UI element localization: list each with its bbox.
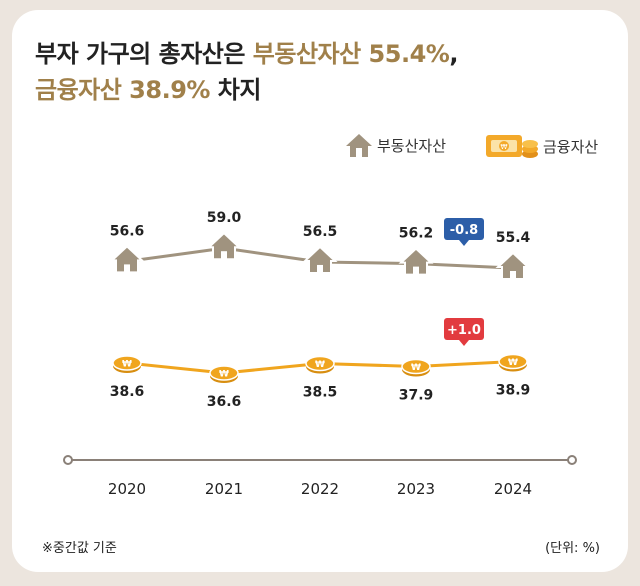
- house-icon: [346, 134, 372, 157]
- title-highlight-financial: 금융자산 38.9%: [35, 76, 210, 104]
- footnote: ※중간값 기준: [42, 541, 117, 556]
- coin-symbol: ₩: [508, 358, 518, 368]
- legend-financial-label: 금융자산: [543, 137, 599, 156]
- change-badge-financial-text: +1.0: [447, 323, 481, 338]
- coin-marker: [498, 353, 528, 370]
- coin-symbol: ₩: [315, 360, 325, 370]
- house-marker-door: [510, 271, 516, 279]
- title-comma: ,: [449, 40, 458, 68]
- change-badge-real-estate-box: [444, 218, 484, 240]
- legend-real-estate-label: 부동산자산: [377, 136, 447, 155]
- money-icon: ₩: [486, 135, 538, 158]
- change-badge-financial-pointer: [459, 340, 469, 346]
- financial-value-label: 38.9: [496, 383, 531, 399]
- financial-value-label: 36.6: [207, 394, 242, 410]
- legend-real-estate: 부동산자산: [345, 132, 446, 158]
- change-badge-real-estate-text: -0.8: [450, 223, 478, 238]
- coin-symbol: ₩: [411, 363, 421, 373]
- x-axis-end-dot: [567, 455, 577, 465]
- x-tick-label: 2020: [108, 480, 146, 498]
- financial-value-label: 38.6: [110, 384, 145, 400]
- title-prefix: 부자 가구의 총자산은: [35, 40, 253, 68]
- financial-value-label: 38.5: [303, 385, 338, 401]
- x-tick-label: 2023: [397, 480, 435, 498]
- x-tick-label: 2024: [494, 480, 532, 498]
- svg-text:₩: ₩: [501, 143, 508, 151]
- house-marker-door: [317, 264, 323, 273]
- change-badge-real-estate-pointer: [459, 240, 469, 246]
- x-axis-start-dot: [63, 455, 73, 465]
- title-suffix: 차지: [209, 76, 262, 104]
- coin-marker: [401, 358, 431, 375]
- real-estate-value-label: 59.0: [207, 210, 242, 226]
- real-estate-value-label: 56.5: [303, 224, 338, 240]
- house-marker-door: [221, 251, 227, 260]
- x-tick-label: 2021: [205, 480, 243, 498]
- x-tick-label: 2022: [301, 480, 339, 498]
- house-marker-door: [124, 264, 130, 273]
- title-highlight-real-estate: 부동산자산 55.4%: [252, 40, 450, 68]
- legend-financial: ₩ 금융자산: [485, 132, 598, 160]
- infographic-card: [12, 10, 628, 572]
- coin-symbol: ₩: [219, 370, 229, 380]
- real-estate-value-label: 56.2: [399, 226, 434, 242]
- coin-marker: [209, 365, 239, 381]
- financial-value-label: 37.9: [399, 388, 434, 404]
- real-estate-value-label: 56.6: [110, 223, 145, 239]
- coin-marker: [305, 355, 335, 372]
- house-marker-door: [413, 266, 419, 275]
- coin-marker: [112, 355, 142, 371]
- unit-label: (단위: %): [545, 541, 600, 556]
- page-title: 부자 가구의 총자산은 부동산자산 55.4%, 금융자산 38.9% 차지: [35, 36, 458, 108]
- real-estate-value-label: 55.4: [496, 230, 531, 246]
- coin-symbol: ₩: [122, 360, 132, 370]
- change-badge-financial-box: [444, 318, 484, 340]
